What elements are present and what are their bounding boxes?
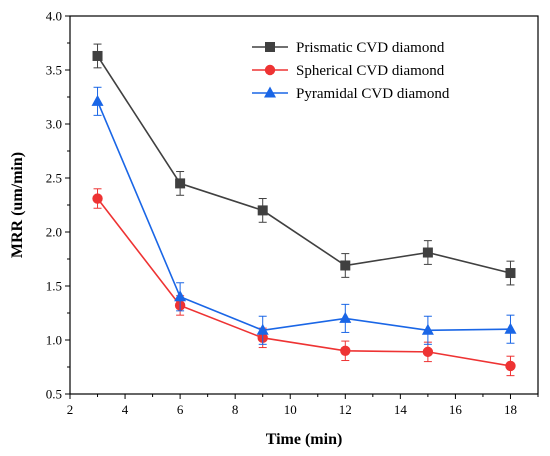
legend-label-triangle: Pyramidal CVD diamond <box>296 86 450 102</box>
data-point <box>257 205 268 216</box>
data-point <box>340 260 351 271</box>
y-tick-label-0.5: 0.5 <box>46 387 62 402</box>
y-tick-label-2: 2.0 <box>46 225 62 240</box>
legend-marker-triangle <box>264 86 276 98</box>
x-tick-label-12: 12 <box>339 402 352 417</box>
legend-label-square: Prismatic CVD diamond <box>296 40 445 56</box>
x-tick-label-8: 8 <box>232 402 239 417</box>
y-tick-label-3.5: 3.5 <box>46 63 62 78</box>
y-axis-title: MRR (um/min) <box>9 152 26 258</box>
y-tick-label-1: 1.0 <box>46 333 62 348</box>
x-tick-label-4: 4 <box>122 402 129 417</box>
x-tick-label-18: 18 <box>504 402 517 417</box>
series-circle <box>92 188 516 377</box>
series-layer <box>91 43 517 377</box>
data-point <box>421 323 434 335</box>
data-point <box>175 178 186 189</box>
data-point <box>422 346 434 358</box>
legend-label-circle: Spherical CVD diamond <box>296 63 445 79</box>
legend-marker-square <box>265 42 275 52</box>
data-point <box>340 345 351 356</box>
x-tick-label-10: 10 <box>284 402 297 417</box>
legend-marker-circle <box>264 64 276 76</box>
series-line <box>96 55 511 274</box>
series-square <box>92 43 516 286</box>
data-point <box>339 311 352 323</box>
y-tick-label-2.5: 2.5 <box>46 171 62 186</box>
data-point <box>92 193 103 204</box>
data-point <box>422 247 433 258</box>
data-point <box>505 268 516 279</box>
y-tick-label-3: 3.0 <box>46 117 62 132</box>
y-tick-label-4: 4.0 <box>46 9 62 24</box>
data-point <box>174 290 187 302</box>
axes-layer: 2 4 6 8 10 12 14 16 18 0.5 1.0 1.5 2.0 2.5 3.0 3.5 4.0 <box>46 9 539 417</box>
series-line <box>96 198 511 367</box>
legend: Prismatic CVD diamond Spherical CVD diamo… <box>252 40 450 102</box>
x-tick-label-2: 2 <box>67 402 74 417</box>
series-triangle <box>91 86 517 345</box>
x-tick-label-14: 14 <box>394 402 408 417</box>
data-point <box>92 50 103 61</box>
x-tick-label-6: 6 <box>177 402 184 417</box>
series-line <box>96 101 511 332</box>
data-point <box>256 323 269 335</box>
data-point <box>91 94 104 106</box>
x-tick-label-16: 16 <box>449 402 463 417</box>
x-axis-title: Time (min) <box>266 431 343 448</box>
data-point <box>505 360 516 372</box>
y-tick-label-1.5: 1.5 <box>46 279 62 294</box>
data-point <box>504 322 517 334</box>
